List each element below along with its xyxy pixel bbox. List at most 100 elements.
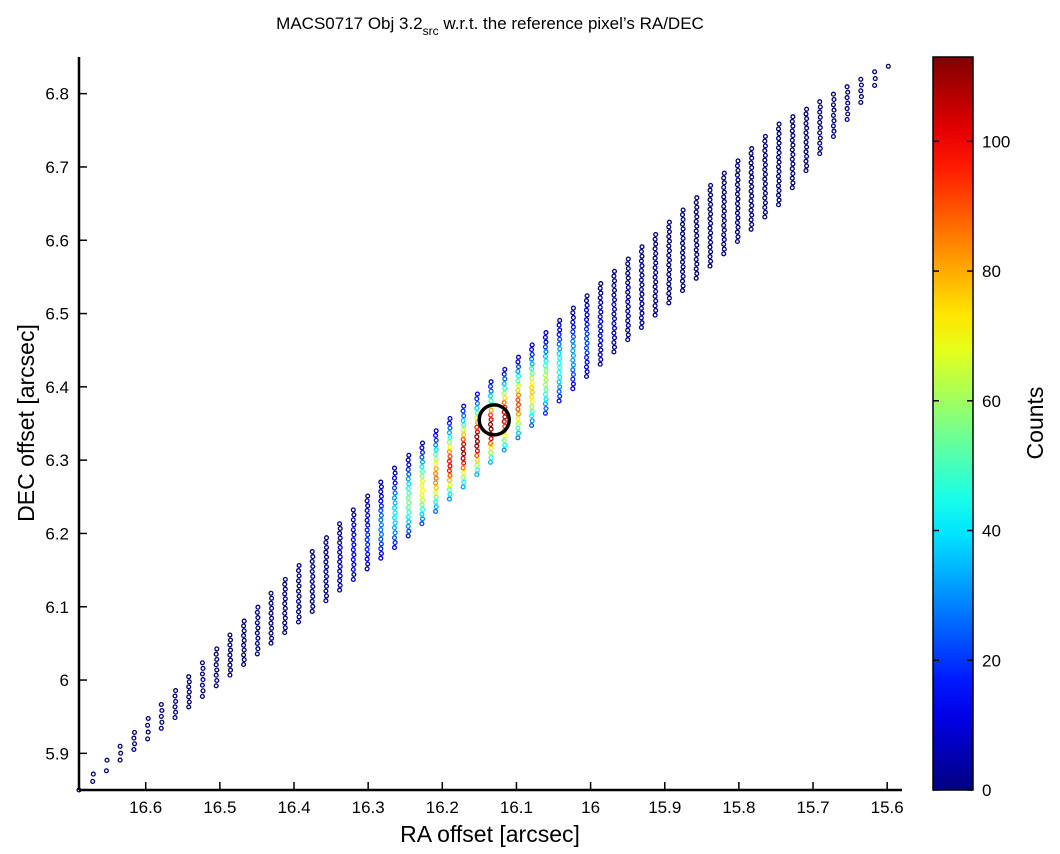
scatter-point <box>831 118 837 124</box>
scatter-point <box>378 522 384 528</box>
scatter-point <box>295 568 302 574</box>
scatter-point <box>666 252 672 258</box>
scatter-point <box>708 239 714 245</box>
scatter-point <box>639 291 645 297</box>
scatter-point <box>680 283 686 289</box>
scatter-point <box>365 561 371 567</box>
scatter-point <box>775 202 782 208</box>
scatter-point <box>570 376 576 382</box>
scatter-point <box>268 640 274 646</box>
x-tick-label: 16.5 <box>203 798 236 817</box>
scatter-point <box>762 195 768 201</box>
scatter-point <box>254 651 260 657</box>
scatter-point <box>638 296 644 302</box>
scatter-point <box>762 162 768 168</box>
scatter-point <box>556 369 562 376</box>
scatter-point <box>693 266 699 272</box>
scatter-point <box>708 211 714 217</box>
scatter-point <box>391 545 398 551</box>
scatter-point <box>653 269 659 276</box>
scatter-point <box>282 630 288 636</box>
scatter-point <box>556 332 562 338</box>
scatter-point <box>625 265 631 272</box>
scatter-point <box>570 381 576 387</box>
scatter-point <box>776 131 782 137</box>
scatter-point <box>515 368 521 374</box>
scatter-point <box>350 517 356 523</box>
scatter-point <box>775 135 782 141</box>
scatter-point <box>488 455 494 461</box>
scatter-point <box>638 258 644 264</box>
scatter-point <box>762 133 768 139</box>
scatter-point <box>639 272 645 278</box>
scatter-point <box>365 551 371 557</box>
scatter-point <box>406 519 412 525</box>
scatter-point <box>790 161 796 167</box>
scatter-point <box>721 175 727 181</box>
scatter-point <box>350 557 356 563</box>
scatter-point <box>173 698 179 704</box>
scatter-point <box>474 443 480 449</box>
scatter-point <box>364 517 370 523</box>
y-tick-label: 6.1 <box>45 598 69 617</box>
scatter-point <box>529 366 535 372</box>
scatter-point <box>488 388 494 394</box>
chart-title-suffix: w.r.t. the reference pixel’s RA/DEC <box>439 14 704 33</box>
scatter-point <box>117 757 123 763</box>
scatter-point <box>749 203 755 209</box>
scatter-point <box>790 180 796 186</box>
scatter-point <box>598 290 604 296</box>
scatter-point <box>310 603 316 609</box>
scatter-point <box>679 250 686 256</box>
colorbar-tick-label: 100 <box>982 132 1010 151</box>
scatter-point <box>693 218 699 224</box>
scatter-point <box>830 91 836 97</box>
scatter-point <box>653 250 659 257</box>
scatter-point <box>295 609 302 615</box>
scatter-point <box>735 186 741 192</box>
scatter-point <box>200 665 206 671</box>
scatter-point <box>460 484 466 490</box>
scatter-point <box>790 170 796 177</box>
scatter-point <box>241 642 247 648</box>
scatter-point <box>775 126 782 132</box>
scatter-point <box>598 318 604 325</box>
scatter-point <box>666 262 672 268</box>
scatter-point <box>172 704 178 710</box>
scatter-point <box>488 445 494 451</box>
scatter-point <box>350 507 356 513</box>
scatter-point <box>789 156 795 162</box>
scatter-point <box>323 569 329 575</box>
scatter-point <box>227 637 234 643</box>
scatter-point <box>570 315 576 321</box>
scatter-point <box>419 502 425 508</box>
scatter-point <box>487 440 494 446</box>
scatter-point <box>529 347 535 353</box>
scatter-point <box>447 425 453 431</box>
scatter-point <box>145 722 151 728</box>
scatter-point <box>433 456 439 462</box>
scatter-point <box>474 453 480 459</box>
scatter-point <box>487 393 494 399</box>
scatter-point <box>433 480 439 486</box>
scatter-point <box>557 365 563 371</box>
scatter-point <box>199 671 205 677</box>
scatter-point <box>734 229 740 235</box>
scatter-point <box>200 688 206 694</box>
scatter-point <box>502 414 508 420</box>
scatter-point <box>679 231 686 237</box>
scatter-point <box>337 573 343 579</box>
scatter-point <box>776 159 782 165</box>
scatter-point <box>200 677 206 683</box>
scatter-point <box>721 194 727 200</box>
scatter-point <box>776 197 782 203</box>
x-tick-label: 15.7 <box>796 798 829 817</box>
scatter-point <box>597 295 603 301</box>
scatter-point <box>502 376 508 382</box>
scatter-point <box>241 647 247 653</box>
scatter-point <box>241 633 247 639</box>
scatter-point <box>268 590 274 596</box>
scatter-point <box>391 505 398 511</box>
scatter-point <box>542 401 548 407</box>
scatter-point <box>419 506 426 512</box>
